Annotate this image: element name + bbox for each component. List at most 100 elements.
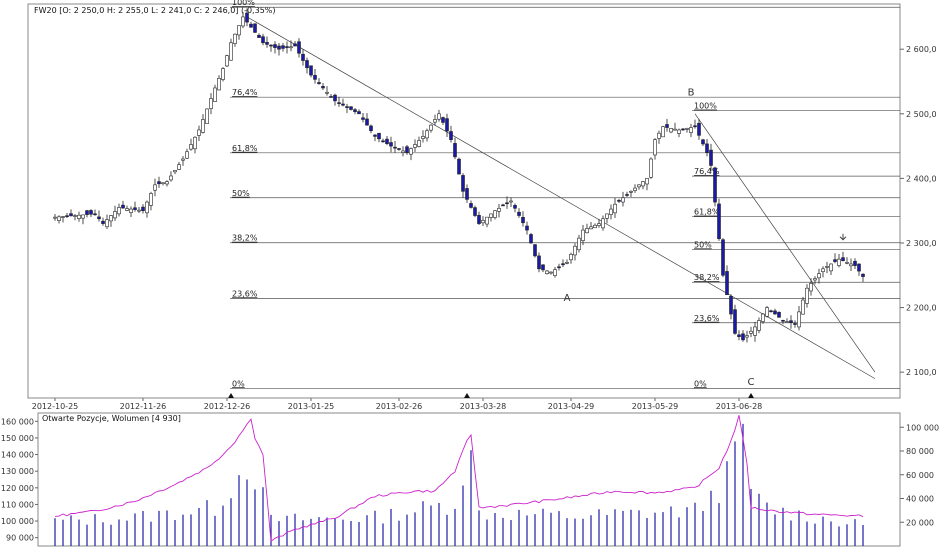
candle: [437, 109, 441, 122]
x-tick-label: 2012-11-26: [120, 402, 167, 411]
candle-body: [481, 220, 485, 224]
candle-body: [449, 131, 453, 140]
triangle-marker: [748, 393, 754, 398]
candle: [429, 124, 433, 133]
candle: [697, 118, 701, 140]
candle-body: [141, 206, 145, 211]
candle-body: [749, 330, 753, 334]
y-tick-label: 2 100,0: [906, 368, 937, 377]
fib-set-1-label: 23,6%: [232, 289, 258, 298]
candle: [385, 135, 389, 146]
candle: [841, 251, 845, 262]
right-tick-label: 40 000: [906, 495, 934, 504]
fib-set-2-label: 23,6%: [694, 314, 720, 323]
candle: [793, 320, 797, 328]
right-tick-label: 20 000: [906, 518, 934, 527]
candle-body: [705, 143, 709, 153]
candle-body: [493, 210, 497, 218]
candle-body: [669, 128, 673, 133]
candle-body: [781, 320, 785, 322]
candle-body: [501, 204, 505, 207]
candle: [845, 257, 849, 265]
fib-set-2-label: 76,4%: [694, 167, 720, 176]
candle-body: [817, 273, 821, 279]
candle: [97, 210, 101, 222]
candle-body: [553, 269, 557, 276]
candle: [129, 206, 133, 218]
candle-body: [341, 103, 345, 106]
candle: [809, 278, 813, 296]
candle: [353, 108, 357, 115]
candle-body: [677, 129, 681, 134]
candle-body: [585, 228, 589, 234]
candle-body: [633, 187, 637, 191]
candle-body: [385, 138, 389, 144]
candle: [389, 136, 393, 153]
candle: [805, 284, 809, 308]
candle: [801, 296, 805, 315]
candle: [565, 259, 569, 265]
candle-body: [717, 203, 721, 239]
down-arrow-icon: [839, 233, 847, 241]
candle: [225, 54, 229, 68]
candle-body: [293, 43, 297, 47]
candle: [317, 78, 321, 85]
left-tick-label: 90 000: [6, 534, 34, 543]
candle-body: [837, 258, 841, 266]
candle: [237, 25, 241, 40]
candle: [541, 264, 545, 273]
candle: [425, 128, 429, 142]
candle: [397, 147, 401, 151]
candle-body: [657, 132, 661, 139]
candle: [265, 36, 269, 48]
fib-set-2-label: 38,2%: [694, 273, 720, 282]
candle: [589, 221, 593, 230]
candle-body: [241, 16, 245, 27]
candle: [649, 157, 653, 179]
candle-body: [673, 128, 677, 131]
candle: [737, 330, 741, 341]
candle-body: [653, 139, 657, 156]
candle-body: [549, 271, 553, 274]
candle-body: [201, 119, 205, 133]
candle: [757, 317, 761, 334]
candle: [221, 67, 225, 82]
candle-body: [129, 208, 133, 213]
candle-body: [557, 266, 561, 269]
candle-body: [317, 82, 321, 84]
candle: [373, 134, 377, 142]
candle: [641, 181, 645, 190]
candle: [113, 205, 117, 221]
candle: [241, 12, 245, 29]
candle-body: [153, 184, 157, 191]
candle: [405, 144, 409, 155]
candle-body: [117, 207, 121, 215]
x-tick-label: 2012-12-26: [204, 402, 251, 411]
candle-body: [437, 113, 441, 120]
fib-set-1-label: 61,8%: [232, 144, 258, 153]
candle: [69, 209, 73, 217]
candle-body: [253, 23, 257, 33]
candle-body: [73, 215, 77, 217]
candle-body: [277, 45, 281, 50]
candle-body: [149, 193, 153, 206]
candle: [185, 148, 189, 160]
candle: [733, 304, 737, 335]
candle: [309, 65, 313, 78]
wave-label-a: A: [564, 293, 571, 304]
candle: [413, 139, 417, 153]
fib-set-1-label: 76,4%: [232, 88, 258, 97]
candle: [769, 309, 773, 313]
candle: [469, 200, 473, 209]
candle: [93, 209, 97, 216]
candle: [573, 243, 577, 261]
candle-body: [605, 213, 609, 219]
candle-body: [461, 175, 465, 192]
wave-label-b: B: [688, 88, 695, 99]
candle: [137, 206, 141, 214]
candle-body: [509, 200, 513, 203]
candle: [581, 225, 585, 246]
y-tick-label: 2 600,0: [906, 45, 937, 54]
candle-body: [161, 182, 165, 184]
candle-body: [621, 197, 625, 203]
